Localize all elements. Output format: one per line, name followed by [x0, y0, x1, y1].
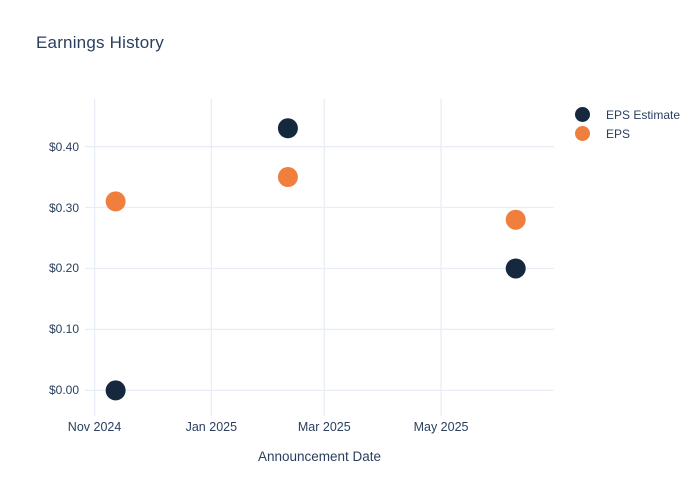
legend-label-eps-estimate: EPS Estimate	[606, 107, 681, 122]
x-tick-label: May 2025	[413, 420, 469, 434]
data-point-eps-estimate-1[interactable]	[277, 118, 298, 139]
y-tick-label: $0.20	[48, 261, 79, 276]
data-point-eps-1[interactable]	[277, 167, 298, 188]
legend: EPS Estimate EPS	[575, 105, 680, 143]
data-point-eps-estimate-0[interactable]	[105, 380, 126, 401]
data-point-eps-estimate-2[interactable]	[505, 258, 526, 279]
data-point-eps-0[interactable]	[105, 191, 126, 212]
legend-swatch-eps	[575, 126, 590, 141]
y-tick-label: $0.30	[48, 200, 79, 215]
y-tick-label: $0.40	[48, 139, 79, 154]
y-tick-label: $0.00	[48, 383, 79, 398]
data-point-eps-2[interactable]	[505, 209, 526, 230]
legend-item-eps-estimate[interactable]: EPS Estimate	[575, 105, 680, 124]
x-tick-label: Mar 2025	[297, 420, 351, 434]
legend-label-eps: EPS	[606, 126, 631, 141]
x-axis-title: Announcement Date	[257, 449, 382, 464]
chart-title: Earnings History	[36, 33, 164, 52]
x-tick-label: Jan 2025	[185, 420, 238, 434]
legend-swatch-eps-estimate	[575, 107, 590, 122]
legend-item-eps[interactable]: EPS	[575, 124, 680, 143]
x-tick-label: Nov 2024	[67, 420, 122, 434]
y-tick-label: $0.10	[48, 322, 79, 337]
